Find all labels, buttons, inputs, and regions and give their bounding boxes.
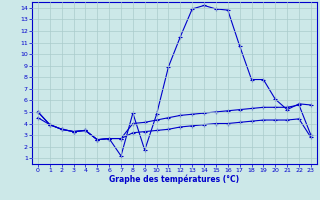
X-axis label: Graphe des températures (°C): Graphe des températures (°C): [109, 175, 239, 184]
